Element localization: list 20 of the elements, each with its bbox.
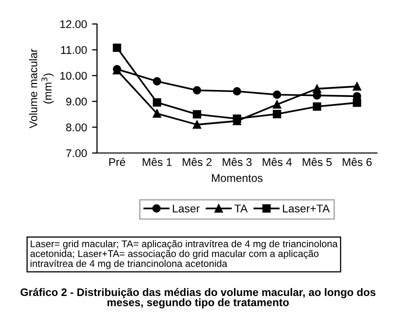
legend-label: Laser (172, 204, 200, 212)
y-tick-label: 8.00 (66, 123, 87, 132)
x-tick-label: Pré (109, 158, 126, 166)
y-tick-label: 7.00 (66, 149, 87, 158)
legend-label: Laser+TA (283, 204, 330, 212)
x-axis-title: Momentos (212, 174, 263, 182)
x-tick-label: Mês 1 (142, 158, 172, 166)
text: Laser= grid macular; TA= aplicação intravítrea de 4 mg de triancinolona acetonida; Laser+TA= associação do grid macular com a aplicação intravítrea de 4 mg de triancinolona acetonida (30, 240, 338, 269)
legend-label: TA (234, 204, 248, 212)
y-tick-label: 9.00 (66, 98, 87, 106)
y-tick-label: 12.00 (60, 20, 87, 28)
x-tick-label: Mês 2 (182, 158, 212, 166)
x-tick-label: Mês 3 (222, 158, 252, 166)
y-axis-title: Volume macular (mm$^{3}$) (29, 48, 54, 128)
y-tick-label: 11.00 (61, 46, 87, 54)
x-tick-label: Mês 5 (302, 158, 332, 166)
x-tick-label: Mês 6 (342, 158, 372, 166)
text: Gráfico 2 - Distribuição das médias do volume macular, ao longo dos meses, segundo tipo de tratamento (20, 288, 376, 308)
y-tick-label: 10.00 (60, 72, 87, 80)
x-tick-label: Mês 4 (262, 158, 292, 166)
